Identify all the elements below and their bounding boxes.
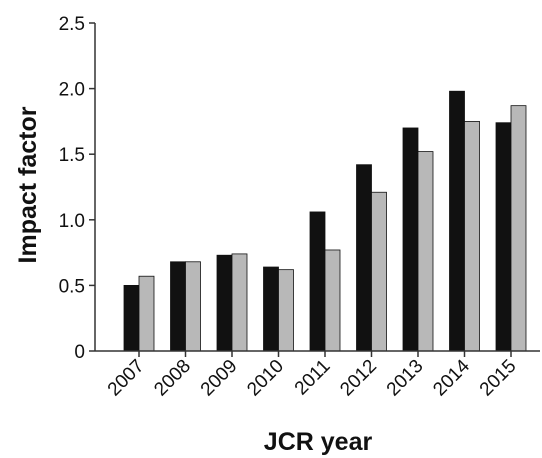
bar-series-2-2008 bbox=[185, 261, 201, 352]
bar-series-2-2012 bbox=[371, 191, 387, 352]
y-tick-label: 2.5 bbox=[59, 14, 85, 35]
bar-series-1-2009 bbox=[216, 254, 233, 352]
bar-series-2-2011 bbox=[324, 249, 341, 352]
bar-series-1-2015 bbox=[495, 122, 512, 352]
bar-series-1-2011 bbox=[309, 211, 326, 352]
x-tick-label: 2013 bbox=[383, 356, 428, 401]
bar-series-1-2008 bbox=[170, 261, 186, 352]
x-tick-label: 2014 bbox=[429, 355, 474, 400]
x-tick-label: 2007 bbox=[104, 356, 149, 401]
bar-series-1-2007 bbox=[123, 284, 140, 352]
x-tick-label: 2008 bbox=[150, 356, 195, 401]
y-tick-label: 0 bbox=[74, 342, 85, 363]
bar-series-2-2013 bbox=[417, 151, 434, 352]
x-axis-ticks: 2007 2008 2009 2010 2011 2012 2013 2014 2015 bbox=[104, 351, 521, 400]
bar-series-2-2010 bbox=[278, 269, 294, 352]
bar-series-1-2012 bbox=[356, 164, 372, 352]
y-tick-label: 0.5 bbox=[59, 276, 85, 297]
x-tick-label: 2015 bbox=[476, 356, 521, 401]
y-tick-label: 1.0 bbox=[59, 211, 85, 232]
x-axis-title: JCR year bbox=[264, 428, 373, 456]
bar-series-2-2015 bbox=[510, 105, 527, 352]
y-axis-title: Impact factor bbox=[14, 106, 42, 263]
y-tick-label: 1.5 bbox=[59, 145, 85, 166]
y-tick-label: 2.0 bbox=[59, 80, 85, 101]
bar-series bbox=[123, 90, 527, 352]
x-tick-label: 2011 bbox=[291, 356, 335, 400]
x-tick-label: 2010 bbox=[243, 356, 288, 401]
bar-series-1-2014 bbox=[449, 90, 465, 352]
y-axis-ticks: 0 0.5 1.0 1.5 2.0 2.5 bbox=[59, 14, 95, 363]
bar-series-2-2007 bbox=[138, 275, 155, 352]
bar-series-1-2010 bbox=[263, 266, 279, 352]
x-tick-label: 2009 bbox=[197, 356, 242, 401]
bar-series-1-2013 bbox=[402, 127, 419, 352]
x-tick-label: 2012 bbox=[336, 356, 381, 401]
bar-series-2-2009 bbox=[231, 253, 248, 352]
bar-series-2-2014 bbox=[464, 121, 480, 352]
